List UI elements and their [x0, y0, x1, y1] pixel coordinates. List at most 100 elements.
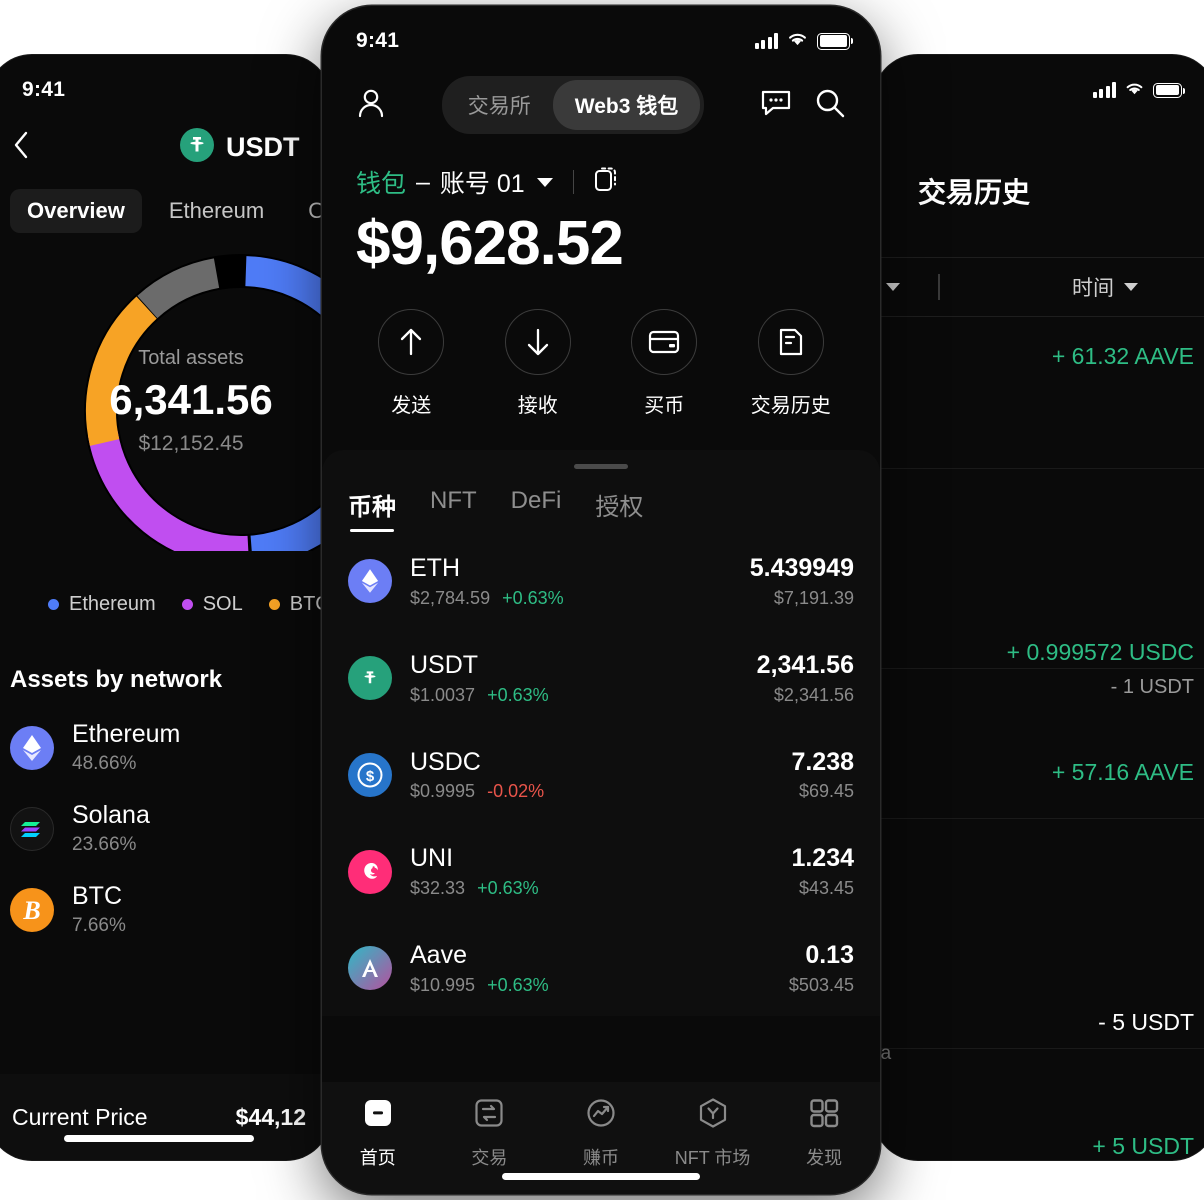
svg-text:$: $	[366, 768, 375, 785]
donut-legend: Ethereum SOL BTC	[0, 571, 330, 616]
wallet-selector[interactable]: 钱包 – 账号 01	[322, 142, 880, 200]
segment-web3-wallet[interactable]: Web3 钱包	[552, 80, 701, 130]
signal-icon	[1092, 82, 1116, 98]
chevron-down-icon[interactable]	[536, 177, 553, 187]
copy-icon[interactable]	[594, 165, 620, 200]
home-icon	[361, 1096, 395, 1135]
chat-bubble-icon[interactable]	[760, 88, 792, 123]
token-change: +0.63%	[487, 974, 549, 995]
donut-total-value: 6,341.56	[109, 376, 273, 423]
nav-label: 发现	[806, 1148, 843, 1168]
tab-ethereum[interactable]: Ethereum	[168, 198, 265, 223]
document-icon	[757, 309, 824, 375]
status-icons	[754, 29, 854, 53]
current-price-bar: Current Price $44,12	[0, 1074, 330, 1160]
sort-by-time-control[interactable]: 时间	[1072, 272, 1138, 302]
token-value: $43.45	[798, 878, 854, 898]
nav-item-discover[interactable]: 发现	[768, 1096, 880, 1170]
tx-amount: + 61.32 AAVE	[1051, 343, 1194, 369]
history-row[interactable]: + 5 USDT ba86	[874, 1049, 1204, 1160]
history-row[interactable]: + 57.16 AAVE	[874, 669, 1204, 819]
network-row-solana[interactable]: Solana 23.66%	[0, 775, 330, 856]
token-price: $2,784.59	[410, 587, 491, 608]
home-indicator	[502, 1173, 700, 1180]
credit-card-icon	[631, 309, 698, 375]
token-price: $1.0037	[410, 684, 476, 705]
token-value: $503.45	[788, 974, 854, 995]
token-symbol: UNI	[410, 844, 454, 873]
nav-label: 交易	[471, 1148, 508, 1168]
donut-center-labels: Total assets 6,341.56 $12,152.45	[41, 347, 330, 456]
right-page-title: 交易历史	[918, 177, 1031, 208]
tab-defi[interactable]: DeFi	[510, 487, 562, 514]
chevron-left-icon[interactable]	[12, 130, 30, 165]
current-price-label: Current Price	[12, 1103, 148, 1130]
action-label: 接收	[517, 395, 558, 417]
wifi-icon	[786, 29, 809, 53]
tab-overview[interactable]: Overview	[10, 189, 142, 233]
token-amount: 5.439949	[749, 554, 854, 582]
token-change: +0.63%	[477, 878, 539, 898]
token-row-uni[interactable]: UNI $32.33 +0.63% 1.234 $43.45	[348, 822, 854, 919]
network-row-btc[interactable]: B BTC 7.66%	[0, 856, 330, 937]
left-tabs: Overview Ethereum O	[0, 167, 330, 233]
action-buy-crypto[interactable]: 买币	[601, 309, 728, 418]
token-price: $0.9995	[410, 781, 476, 802]
action-receive[interactable]: 接收	[475, 309, 602, 418]
status-icons	[1092, 78, 1186, 102]
grid-icon	[807, 1096, 841, 1135]
wallet-balance: $9,628.52	[356, 209, 624, 278]
nav-item-home[interactable]: 首页	[322, 1096, 434, 1170]
history-row[interactable]: + 0.999572 USDC - 1 USDT	[874, 469, 1204, 698]
person-icon[interactable]	[356, 87, 386, 124]
token-symbol: ETH	[410, 554, 460, 582]
segment-exchange[interactable]: 交易所	[467, 95, 531, 118]
network-row-ethereum[interactable]: Ethereum 48.66%	[0, 694, 330, 775]
tx-amount: + 0.999572 USDC	[1006, 639, 1194, 665]
token-holding: 1.234 $43.45	[791, 844, 854, 899]
nav-item-earn[interactable]: 赚币	[545, 1096, 657, 1170]
tab-other[interactable]: O	[308, 198, 326, 223]
history-row[interactable]: + 61.32 AAVE	[874, 317, 1204, 469]
nav-item-nft-market[interactable]: NFT 市场	[657, 1096, 769, 1170]
nav-item-trade[interactable]: 交易	[434, 1096, 546, 1170]
nav-label: 赚币	[582, 1148, 619, 1168]
token-change: +0.63%	[487, 684, 549, 705]
network-percent: 48.66%	[72, 753, 137, 774]
history-list: + 61.32 AAVE + 0.999572 USDC - 1 USDT + …	[874, 317, 1204, 1160]
filter-divider	[938, 274, 940, 300]
network-name: BTC	[72, 882, 122, 910]
token-row-usdt[interactable]: USDT $1.0037 +0.63% 2,341.56 $2,341.56	[348, 629, 854, 726]
action-transaction-history[interactable]: 交易历史	[728, 309, 855, 418]
token-price-row: $10.995 +0.63%	[410, 975, 789, 996]
tab-approvals[interactable]: 授权	[595, 494, 644, 521]
token-row-aave[interactable]: Aave $10.995 +0.63% 0.13 $503.45	[348, 919, 854, 1016]
token-row-eth[interactable]: ETH $2,784.59 +0.63% 5.439949 $7,191.39	[348, 532, 854, 629]
search-icon[interactable]	[814, 87, 846, 124]
legend-dot-sol	[181, 599, 193, 610]
token-price-row: $2,784.59 +0.63%	[410, 588, 750, 609]
action-send[interactable]: 发送	[348, 309, 475, 418]
token-price-row: $0.9995 -0.02%	[410, 781, 791, 802]
token-info: Aave $10.995 +0.63%	[410, 941, 789, 996]
action-label: 交易历史	[750, 395, 831, 417]
legend-dot-ethereum	[48, 599, 59, 610]
tab-nft[interactable]: NFT	[430, 487, 477, 514]
quick-actions: 发送 接收 买币 交易历史	[322, 279, 880, 446]
token-row-usdc[interactable]: $ USDC $0.9995 -0.02% 7.238 $69.45	[348, 726, 854, 823]
center-phone-web3-wallet: 9:41 交易所 Web3 钱包	[322, 6, 880, 1194]
history-row[interactable]: - 5 USDT 0a	[874, 819, 1204, 1064]
tab-tokens[interactable]: 币种	[348, 487, 396, 532]
ethereum-icon	[10, 725, 54, 770]
token-amount: 7.238	[791, 747, 854, 776]
battery-icon	[1153, 82, 1186, 98]
chevron-down-icon[interactable]	[886, 283, 900, 291]
action-label: 买币	[644, 395, 685, 417]
token-amount: 1.234	[791, 844, 854, 873]
token-change: +0.63%	[502, 587, 564, 608]
sheet-grabber[interactable]	[574, 464, 628, 469]
token-info: UNI $32.33 +0.63%	[410, 844, 791, 899]
tether-icon	[180, 127, 214, 167]
token-change: -0.02%	[487, 781, 545, 802]
